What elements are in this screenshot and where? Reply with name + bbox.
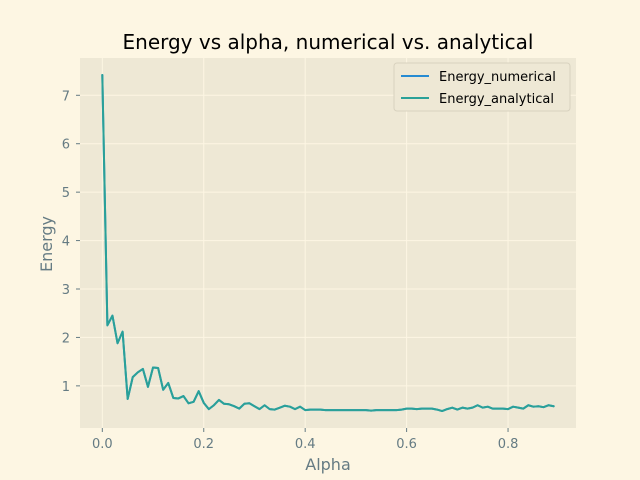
y-tick-label: 1 [62,380,70,395]
y-tick-label: 2 [62,331,70,346]
y-tick-label: 7 [62,89,70,104]
x-tick-label: 0.2 [193,437,214,452]
y-axis-label: Energy [37,216,56,272]
legend-box [393,62,571,112]
y-tick-label: 4 [62,235,70,250]
x-tick-label: 0.6 [396,437,417,452]
x-tick-label: 0.4 [295,437,316,452]
y-tick-label: 5 [62,186,70,201]
series-lines [101,73,555,413]
y-axis-ticks: 1 2 3 4 5 6 7 [62,89,80,395]
series-line-energy-analytical [101,73,555,413]
legend: Energy_numerical Energy_analytical [393,62,571,112]
x-tick-label: 0.0 [92,437,113,452]
x-axis-ticks: 0.0 0.2 0.4 0.6 0.8 [92,428,518,452]
y-tick-label: 6 [62,138,70,153]
plot-area [80,58,576,428]
legend-label-energy-numerical: Energy_numerical [439,70,556,85]
chart-title: Energy vs alpha, numerical vs. analytica… [123,30,534,54]
x-axis-label: Alpha [305,455,351,474]
legend-label-energy-analytical: Energy_analytical [439,92,554,107]
grid-lines [80,58,576,428]
x-tick-label: 0.8 [498,437,519,452]
y-tick-label: 3 [62,283,70,298]
